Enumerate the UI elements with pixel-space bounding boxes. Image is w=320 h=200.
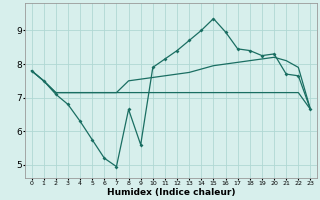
X-axis label: Humidex (Indice chaleur): Humidex (Indice chaleur) [107, 188, 235, 197]
